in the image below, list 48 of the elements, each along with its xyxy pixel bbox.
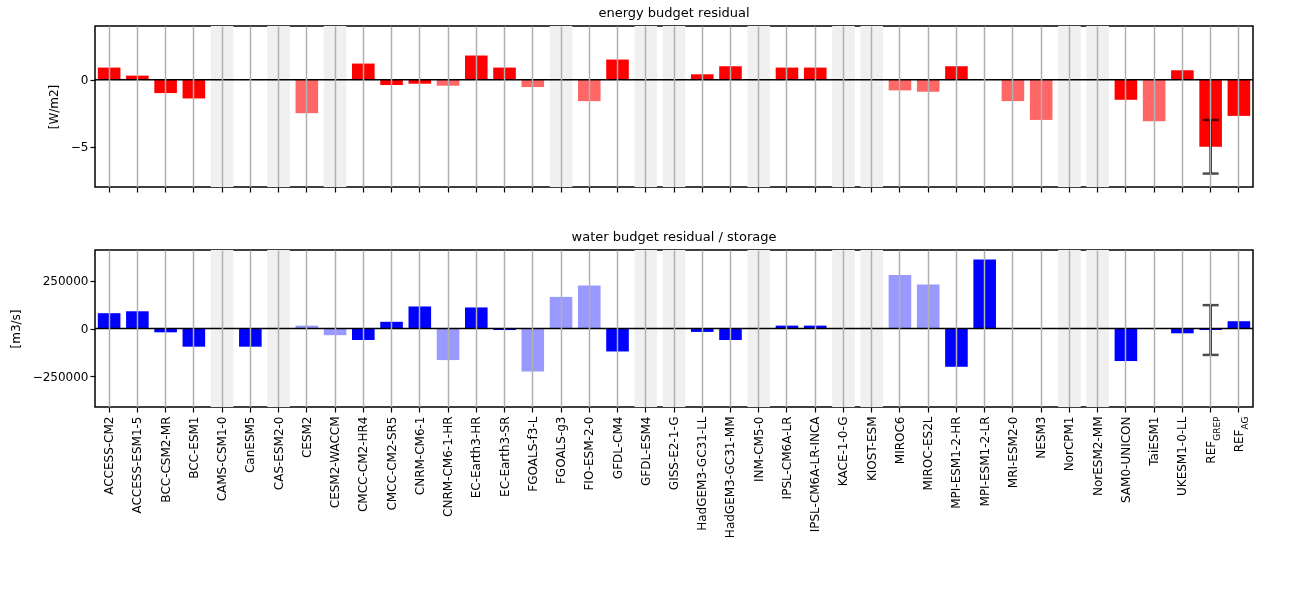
x-tick-label: KACE-1-0-G bbox=[836, 416, 851, 487]
y-tick-label: −250000 bbox=[32, 369, 89, 384]
x-tick-label: CMCC-CM2-HR4 bbox=[356, 416, 371, 513]
x-tick-label: MPI-ESM1-2-HR bbox=[949, 416, 964, 509]
x-tick-label: IPSL-CM6A-LR bbox=[779, 416, 794, 500]
x-tick-label: NorESM2-MM bbox=[1090, 416, 1105, 496]
x-tick-label: FIO-ESM-2-0 bbox=[582, 416, 597, 491]
x-tick-label: BCC-CSM2-MR bbox=[158, 416, 173, 503]
x-tick-label: HadGEM3-GC31-LL bbox=[695, 416, 710, 531]
x-tick-label: EC-Earth3-HR bbox=[469, 416, 484, 499]
y-axis-title: [m3/s] bbox=[8, 309, 23, 349]
x-tick-label: CanESM5 bbox=[243, 416, 258, 474]
x-tick-label: FGOALS-g3 bbox=[554, 416, 569, 485]
x-tick-label: MIROC6 bbox=[892, 416, 907, 465]
chart-title: energy budget residual bbox=[598, 5, 750, 20]
y-tick-label: 0 bbox=[80, 73, 89, 88]
x-tick-label: CAS-ESM2-0 bbox=[271, 416, 286, 491]
y-tick-label: −5 bbox=[70, 140, 89, 155]
x-tick-label: MRI-ESM2-0 bbox=[1005, 416, 1020, 489]
x-tick-label: CNRM-CM6-1-HR bbox=[441, 416, 456, 517]
x-tick-label: MPI-ESM1-2-LR bbox=[977, 416, 992, 507]
x-tick-label: ACCESS-ESM1-5 bbox=[130, 416, 145, 514]
x-tick-label: GISS-E2-1-G bbox=[667, 416, 681, 491]
x-tick-label: SAM0-UNICON bbox=[1118, 416, 1133, 503]
x-tick-label: CAMS-CSM1-0 bbox=[215, 416, 230, 502]
x-tick-label: EC-Earth3-SR bbox=[497, 416, 512, 497]
x-tick-label: IPSL-CM6A-LR-INCA bbox=[808, 415, 823, 533]
x-tick-label: MIROC-ES2L bbox=[921, 416, 936, 491]
x-tick-label: NESM3 bbox=[1034, 416, 1049, 459]
x-tick-label: BCC-ESM1 bbox=[186, 416, 201, 479]
x-tick-label: KIOST-ESM bbox=[864, 416, 879, 482]
x-tick-label: INM-CM5-0 bbox=[751, 416, 766, 483]
chart-title: water budget residual / storage bbox=[571, 229, 777, 244]
x-tick-label: FGOALS-f3-L bbox=[525, 416, 540, 492]
x-tick-label: UKESM1-0-LL bbox=[1175, 416, 1190, 497]
x-tick-label: HadGEM3-GC31-MM bbox=[723, 416, 738, 539]
x-tick-label: CMCC-CM2-SR5 bbox=[384, 416, 399, 511]
x-tick-label: GFDL-ESM4 bbox=[638, 416, 653, 486]
x-tick-label: ACCESS-CM2 bbox=[102, 416, 117, 495]
x-tick-label: TaiESM1 bbox=[1147, 416, 1162, 467]
x-tick-label: CNRM-CM6-1 bbox=[412, 416, 427, 496]
y-axis-title: [W/m2] bbox=[46, 84, 61, 130]
x-tick-label: CESM2 bbox=[299, 416, 314, 459]
x-tick-label: NorCPM1 bbox=[1062, 416, 1077, 472]
y-tick-label: 0 bbox=[80, 322, 89, 336]
x-tick-label: CESM2-WACCM bbox=[328, 416, 343, 509]
x-tick-label: GFDL-CM4 bbox=[610, 416, 625, 480]
y-tick-label: 250000 bbox=[42, 274, 89, 289]
